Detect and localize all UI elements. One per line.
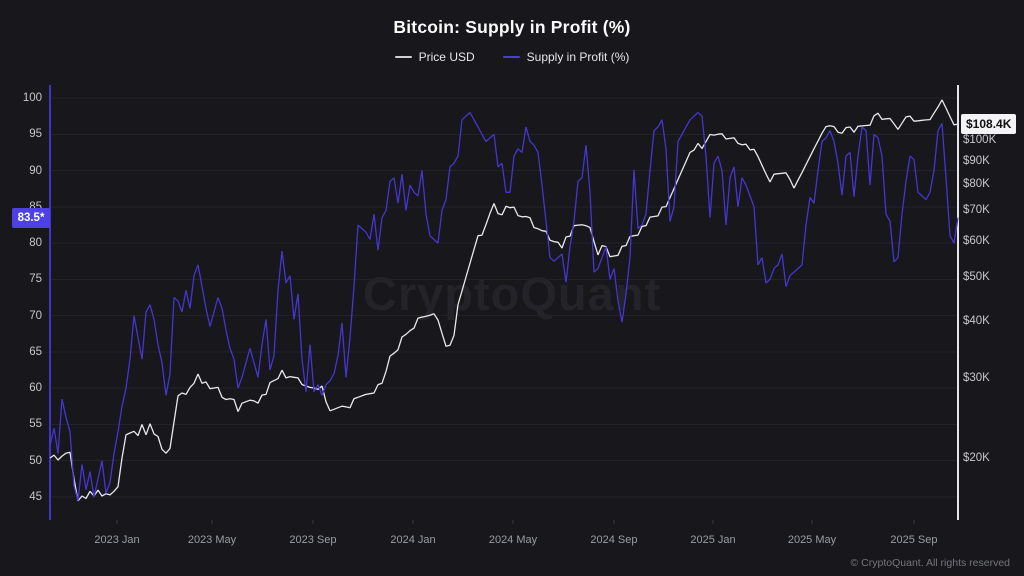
y-right-tick-label: $60K	[963, 234, 990, 247]
x-axis-tick-label: 2025 May	[787, 534, 837, 546]
legend-label-price: Price USD	[418, 50, 475, 64]
legend-label-supply: Supply in Profit (%)	[526, 50, 630, 64]
x-axis-tick-label: 2024 Jan	[390, 534, 436, 546]
y-left-tick-label: 65	[29, 345, 42, 358]
y-right-tick-label: $40K	[963, 315, 990, 328]
y-left-tick-label: 45	[29, 490, 42, 503]
x-axis-tick-label: 2023 Jan	[94, 534, 140, 546]
legend: Price USD Supply in Profit (%)	[0, 50, 1024, 64]
series-line-supply-in-profit	[49, 112, 959, 501]
y-right-tick-label: $100K	[963, 134, 997, 146]
y-right-tick-label: $20K	[963, 452, 990, 465]
x-axis-tick-label: 2023 Sep	[289, 534, 337, 546]
y-left-tick-label: 90	[29, 164, 42, 177]
price-last-value-badge: $108.4K	[961, 114, 1017, 135]
supply-last-value-badge: 83.5*	[12, 207, 50, 228]
copyright: © CryptoQuant. All rights reserved	[850, 557, 1010, 569]
series-line-price-usd	[49, 99, 959, 502]
legend-item-price[interactable]: Price USD	[394, 50, 475, 64]
y-right-tick-label: $80K	[963, 178, 990, 191]
x-axis-tick-label: 2025 Sep	[890, 534, 938, 546]
x-axis-tick-label: 2025 Jan	[690, 534, 736, 546]
y-left-tick-label: 70	[29, 309, 42, 322]
y-left-tick-label: 75	[29, 273, 42, 286]
supply-line-swatch-icon	[502, 56, 520, 58]
x-axis-tick-label: 2024 Sep	[590, 534, 638, 546]
x-axis-tick-label: 2024 May	[488, 534, 538, 546]
y-left-tick-label: 60	[29, 382, 42, 395]
y-left-tick-label: 95	[29, 128, 42, 141]
price-line-swatch-icon	[394, 56, 412, 58]
y-right-tick-label: $70K	[963, 204, 990, 217]
x-axis-tick-label: 2023 May	[187, 534, 237, 546]
y-left-tick-label: 80	[29, 237, 42, 250]
y-left-tick-label: 100	[22, 92, 42, 104]
y-left-tick-label: 55	[29, 418, 42, 431]
y-right-tick-label: $30K	[963, 371, 990, 384]
legend-item-supply[interactable]: Supply in Profit (%)	[502, 50, 630, 64]
y-right-tick-label: $50K	[963, 270, 990, 283]
y-right-tick-label: $90K	[963, 154, 990, 167]
y-left-tick-label: 50	[29, 454, 42, 467]
chart-title: Bitcoin: Supply in Profit (%)	[393, 17, 631, 37]
